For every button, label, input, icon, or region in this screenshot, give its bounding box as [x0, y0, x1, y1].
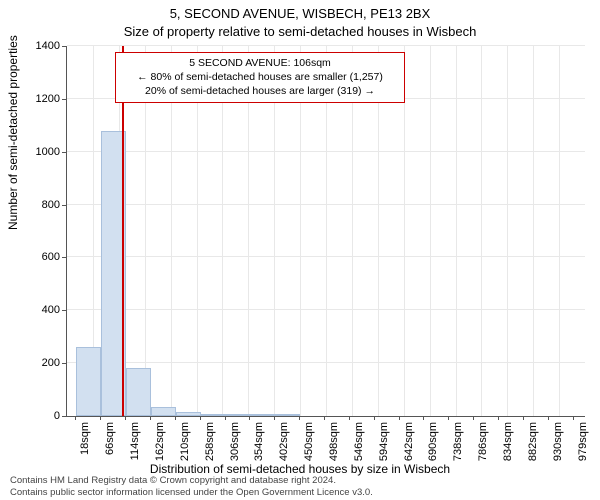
x-tick-label: 979sqm: [577, 422, 589, 472]
x-tick-label: 546sqm: [353, 422, 365, 472]
y-tick-mark: [62, 46, 66, 47]
y-tick-mark: [62, 257, 66, 258]
x-tick-label: 258sqm: [204, 422, 216, 472]
x-tick-mark: [548, 416, 549, 420]
x-tick-label: 642sqm: [403, 422, 415, 472]
gridline-v: [430, 46, 431, 416]
histogram-bar: [151, 407, 176, 416]
chart-title-desc: Size of property relative to semi-detach…: [0, 24, 600, 39]
y-tick-label: 1000: [10, 146, 60, 158]
x-tick-mark: [324, 416, 325, 420]
x-tick-label: 834sqm: [502, 422, 514, 472]
x-tick-mark: [200, 416, 201, 420]
x-tick-label: 402sqm: [278, 422, 290, 472]
annotation-line1: 5 SECOND AVENUE: 106sqm: [122, 56, 398, 70]
gridline-h: [67, 45, 585, 46]
y-tick-label: 400: [10, 304, 60, 316]
x-tick-mark: [100, 416, 101, 420]
x-tick-label: 114sqm: [129, 422, 141, 472]
gridline-v: [456, 46, 457, 416]
x-tick-mark: [448, 416, 449, 420]
histogram-bar: [250, 414, 275, 416]
x-tick-label: 450sqm: [303, 422, 315, 472]
annotation-line3: 20% of semi-detached houses are larger (…: [122, 84, 398, 98]
x-tick-label: 786sqm: [477, 422, 489, 472]
gridline-v: [481, 46, 482, 416]
x-tick-mark: [573, 416, 574, 420]
gridline-h: [67, 362, 585, 363]
y-tick-mark: [62, 363, 66, 364]
x-tick-mark: [125, 416, 126, 420]
histogram-bar: [126, 368, 151, 416]
x-tick-label: 498sqm: [328, 422, 340, 472]
annotation-line2: ← 80% of semi-detached houses are smalle…: [122, 70, 398, 84]
histogram-bar: [226, 414, 251, 416]
y-tick-label: 600: [10, 251, 60, 263]
y-tick-mark: [62, 152, 66, 153]
x-tick-label: 882sqm: [527, 422, 539, 472]
x-tick-mark: [349, 416, 350, 420]
gridline-v: [507, 46, 508, 416]
y-tick-mark: [62, 310, 66, 311]
x-tick-mark: [473, 416, 474, 420]
histogram-bar: [176, 412, 201, 416]
y-tick-label: 200: [10, 357, 60, 369]
x-tick-label: 354sqm: [253, 422, 265, 472]
x-tick-label: 930sqm: [552, 422, 564, 472]
x-tick-mark: [225, 416, 226, 420]
x-tick-mark: [150, 416, 151, 420]
x-tick-label: 66sqm: [104, 422, 116, 472]
footer-line2: Contains public sector information licen…: [10, 487, 373, 498]
x-tick-label: 594sqm: [378, 422, 390, 472]
footer-line1: Contains HM Land Registry data © Crown c…: [10, 475, 336, 486]
chart-title-address: 5, SECOND AVENUE, WISBECH, PE13 2BX: [0, 6, 600, 21]
histogram-bar: [76, 347, 101, 416]
y-tick-mark: [62, 205, 66, 206]
x-tick-mark: [274, 416, 275, 420]
gridline-h: [67, 256, 585, 257]
x-tick-mark: [374, 416, 375, 420]
y-tick-label: 1400: [10, 40, 60, 52]
annotation-box: 5 SECOND AVENUE: 106sqm ← 80% of semi-de…: [115, 52, 405, 103]
y-tick-mark: [62, 416, 66, 417]
y-tick-label: 1200: [10, 93, 60, 105]
x-tick-label: 18sqm: [79, 422, 91, 472]
gridline-h: [67, 151, 585, 152]
x-tick-mark: [498, 416, 499, 420]
gridline-h: [67, 204, 585, 205]
y-tick-label: 800: [10, 199, 60, 211]
gridline-v: [533, 46, 534, 416]
gridline-v: [559, 46, 560, 416]
y-tick-label: 0: [10, 410, 60, 422]
y-tick-mark: [62, 99, 66, 100]
histogram-bar: [275, 414, 300, 416]
x-tick-mark: [75, 416, 76, 420]
x-tick-label: 162sqm: [154, 422, 166, 472]
histogram-bar: [201, 414, 226, 416]
x-tick-label: 690sqm: [427, 422, 439, 472]
x-tick-mark: [523, 416, 524, 420]
x-tick-mark: [249, 416, 250, 420]
x-tick-mark: [399, 416, 400, 420]
x-tick-mark: [423, 416, 424, 420]
chart-container: { "chart": { "type": "histogram", "title…: [0, 0, 600, 500]
gridline-h: [67, 309, 585, 310]
x-tick-label: 306sqm: [229, 422, 241, 472]
x-tick-label: 738sqm: [452, 422, 464, 472]
x-tick-label: 210sqm: [179, 422, 191, 472]
x-tick-mark: [175, 416, 176, 420]
x-tick-mark: [299, 416, 300, 420]
